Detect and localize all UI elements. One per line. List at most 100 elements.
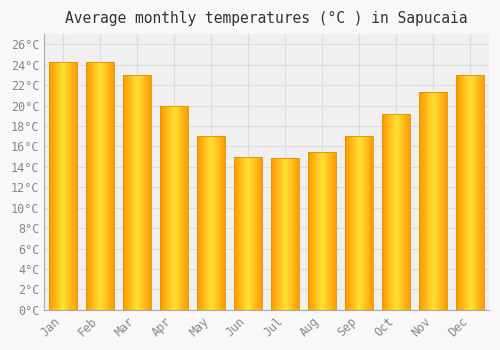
Bar xyxy=(50,62,51,310)
Bar xyxy=(280,158,281,310)
Bar xyxy=(468,75,469,310)
Bar xyxy=(169,106,170,310)
Bar xyxy=(215,136,216,310)
Bar xyxy=(173,106,174,310)
Bar xyxy=(433,92,434,310)
Bar xyxy=(474,75,475,310)
Bar xyxy=(65,62,66,310)
Bar xyxy=(293,158,294,310)
Bar xyxy=(325,152,326,310)
Bar xyxy=(423,92,424,310)
Bar xyxy=(124,75,125,310)
Bar xyxy=(237,157,238,310)
Bar xyxy=(295,158,296,310)
Bar xyxy=(438,92,439,310)
Bar xyxy=(241,157,242,310)
Bar xyxy=(473,75,474,310)
Bar xyxy=(104,62,105,310)
Bar xyxy=(346,136,347,310)
Bar xyxy=(430,92,431,310)
Bar xyxy=(197,136,198,310)
Bar xyxy=(471,75,472,310)
Bar xyxy=(150,75,151,310)
Bar xyxy=(422,92,423,310)
Bar xyxy=(57,62,58,310)
Bar xyxy=(136,75,137,310)
Bar xyxy=(404,114,405,310)
Bar xyxy=(432,92,433,310)
Bar xyxy=(94,62,95,310)
Bar xyxy=(224,136,225,310)
Bar xyxy=(440,92,441,310)
Bar xyxy=(218,136,219,310)
Bar xyxy=(92,62,93,310)
Bar xyxy=(212,136,213,310)
Bar xyxy=(388,114,389,310)
Bar xyxy=(483,75,484,310)
Bar xyxy=(204,136,205,310)
Bar xyxy=(298,158,299,310)
Bar xyxy=(396,114,397,310)
Bar xyxy=(407,114,408,310)
Bar xyxy=(434,92,435,310)
Bar xyxy=(90,62,91,310)
Bar xyxy=(481,75,482,310)
Bar xyxy=(477,75,478,310)
Bar xyxy=(165,106,166,310)
Bar xyxy=(363,136,364,310)
Bar xyxy=(146,75,147,310)
Bar xyxy=(214,136,215,310)
Bar xyxy=(106,62,107,310)
Bar xyxy=(147,75,148,310)
Bar xyxy=(360,136,361,310)
Bar xyxy=(347,136,348,310)
Bar xyxy=(272,158,273,310)
Bar xyxy=(361,136,362,310)
Bar xyxy=(350,136,351,310)
Bar xyxy=(480,75,481,310)
Bar xyxy=(97,62,98,310)
Bar xyxy=(353,136,354,310)
Bar xyxy=(358,136,360,310)
Bar xyxy=(402,114,403,310)
Bar xyxy=(197,136,225,310)
Bar xyxy=(179,106,180,310)
Bar xyxy=(58,62,59,310)
Bar xyxy=(371,136,372,310)
Bar xyxy=(163,106,164,310)
Bar xyxy=(132,75,133,310)
Bar xyxy=(384,114,385,310)
Bar xyxy=(258,157,260,310)
Bar xyxy=(93,62,94,310)
Bar xyxy=(405,114,406,310)
Bar xyxy=(390,114,392,310)
Bar xyxy=(330,152,331,310)
Bar xyxy=(55,62,56,310)
Bar xyxy=(96,62,97,310)
Bar xyxy=(128,75,130,310)
Bar xyxy=(170,106,171,310)
Bar xyxy=(131,75,132,310)
Bar xyxy=(365,136,366,310)
Bar xyxy=(66,62,67,310)
Bar xyxy=(463,75,464,310)
Bar xyxy=(242,157,243,310)
Bar xyxy=(238,157,240,310)
Bar xyxy=(464,75,465,310)
Bar xyxy=(64,62,65,310)
Bar xyxy=(148,75,150,310)
Bar xyxy=(137,75,138,310)
Bar xyxy=(308,152,309,310)
Bar xyxy=(178,106,179,310)
Bar xyxy=(385,114,386,310)
Bar xyxy=(199,136,200,310)
Bar xyxy=(105,62,106,310)
Bar xyxy=(458,75,460,310)
Bar xyxy=(457,75,458,310)
Bar xyxy=(313,152,314,310)
Bar xyxy=(478,75,480,310)
Bar xyxy=(206,136,207,310)
Bar xyxy=(103,62,104,310)
Bar xyxy=(382,114,410,310)
Bar xyxy=(245,157,246,310)
